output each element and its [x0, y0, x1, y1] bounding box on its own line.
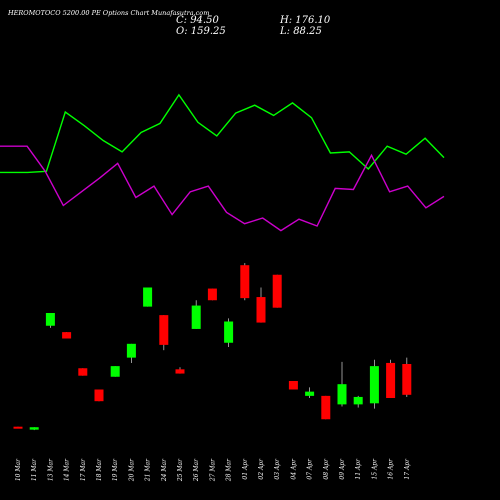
green-indicator-line — [0, 93, 445, 174]
x-tick-label: 01 Apr — [242, 458, 249, 480]
x-tick-label: 20 Mar — [128, 458, 135, 482]
candle — [126, 343, 136, 363]
candle — [240, 263, 250, 301]
candle-body — [94, 389, 104, 402]
close-readout: C: 94.50 — [176, 15, 219, 26]
x-tick-label: 16 Apr — [388, 458, 395, 480]
candle-body — [191, 305, 201, 329]
candle — [143, 287, 153, 307]
candle — [272, 274, 282, 308]
candle-body — [207, 288, 217, 301]
x-tick-label: 13 Mar — [47, 458, 54, 481]
candle — [369, 359, 379, 409]
candle-body — [240, 265, 250, 299]
candle-body — [126, 343, 136, 358]
candle — [207, 288, 217, 301]
candle-body — [337, 384, 347, 405]
candle — [191, 300, 201, 329]
candle — [94, 389, 104, 402]
x-tick-label: 04 Apr — [290, 458, 297, 480]
candle — [353, 395, 363, 408]
candle — [78, 368, 88, 376]
x-tick-label: 11 Mar — [31, 458, 38, 481]
candles-group — [13, 263, 412, 431]
x-tick-label: 14 Mar — [64, 458, 71, 481]
x-tick-label: 25 Mar — [177, 458, 184, 482]
high-readout: H: 176.10 — [280, 15, 331, 26]
candle — [386, 359, 396, 398]
candle — [175, 367, 185, 374]
candle — [305, 387, 315, 398]
candle — [110, 366, 120, 377]
low-readout: L: 88.25 — [280, 26, 322, 37]
x-tick-label: 02 Apr — [258, 458, 265, 480]
x-tick-label: 24 Mar — [161, 458, 168, 482]
candle-body — [175, 369, 185, 374]
candle — [402, 357, 412, 397]
x-tick-label: 17 Apr — [404, 458, 411, 480]
x-tick-label: 26 Mar — [193, 458, 200, 482]
purple-indicator-line — [0, 145, 445, 232]
candle — [337, 361, 347, 407]
candle-body — [402, 364, 412, 395]
candle-body — [143, 287, 153, 307]
candle-body — [159, 315, 169, 345]
x-tick-label: 10 Mar — [15, 458, 22, 481]
candle — [45, 313, 55, 328]
x-axis-labels: 10 Mar 11 Mar 13 Mar 14 Mar 17 Mar 18 Mar 19 M… — [15, 458, 411, 482]
candle-body — [13, 426, 23, 429]
open-readout: O: 159.25 — [176, 26, 226, 37]
candle-body — [353, 396, 363, 405]
candle-body — [29, 427, 39, 430]
candle — [29, 427, 39, 431]
candle — [159, 315, 169, 351]
chart-title: HEROMOTOCO 5200.00 PE Options Chart Muna… — [8, 9, 210, 17]
x-tick-label: 15 Apr — [371, 458, 378, 480]
candle-body — [256, 297, 266, 323]
candle-body — [272, 274, 282, 308]
candle — [62, 332, 72, 339]
x-tick-label: 11 Apr — [355, 458, 362, 480]
x-tick-label: 17 Mar — [80, 458, 87, 481]
x-tick-label: 09 Apr — [339, 458, 346, 480]
x-tick-label: 08 Apr — [323, 458, 330, 480]
candle-body — [386, 362, 396, 398]
candle-body — [78, 368, 88, 376]
x-tick-label: 21 Mar — [145, 458, 152, 482]
candle — [288, 381, 298, 390]
candle-body — [305, 391, 315, 396]
candle-body — [110, 366, 120, 377]
candle-body — [369, 366, 379, 404]
candle-body — [45, 313, 55, 326]
candle-body — [321, 395, 331, 420]
candle — [321, 395, 331, 420]
candle-body — [224, 321, 234, 343]
x-tick-label: 28 Mar — [226, 458, 233, 482]
candle — [256, 287, 266, 323]
x-tick-label: 07 Apr — [307, 458, 314, 480]
indicator-lines — [0, 93, 445, 232]
x-tick-label: 27 Mar — [209, 458, 216, 482]
candle — [224, 318, 234, 347]
x-tick-label: 03 Apr — [274, 458, 281, 480]
x-tick-label: 19 Mar — [112, 458, 119, 481]
candle-body — [62, 332, 72, 339]
x-tick-label: 18 Mar — [96, 458, 103, 481]
candle — [13, 426, 23, 429]
candle-body — [288, 381, 298, 390]
